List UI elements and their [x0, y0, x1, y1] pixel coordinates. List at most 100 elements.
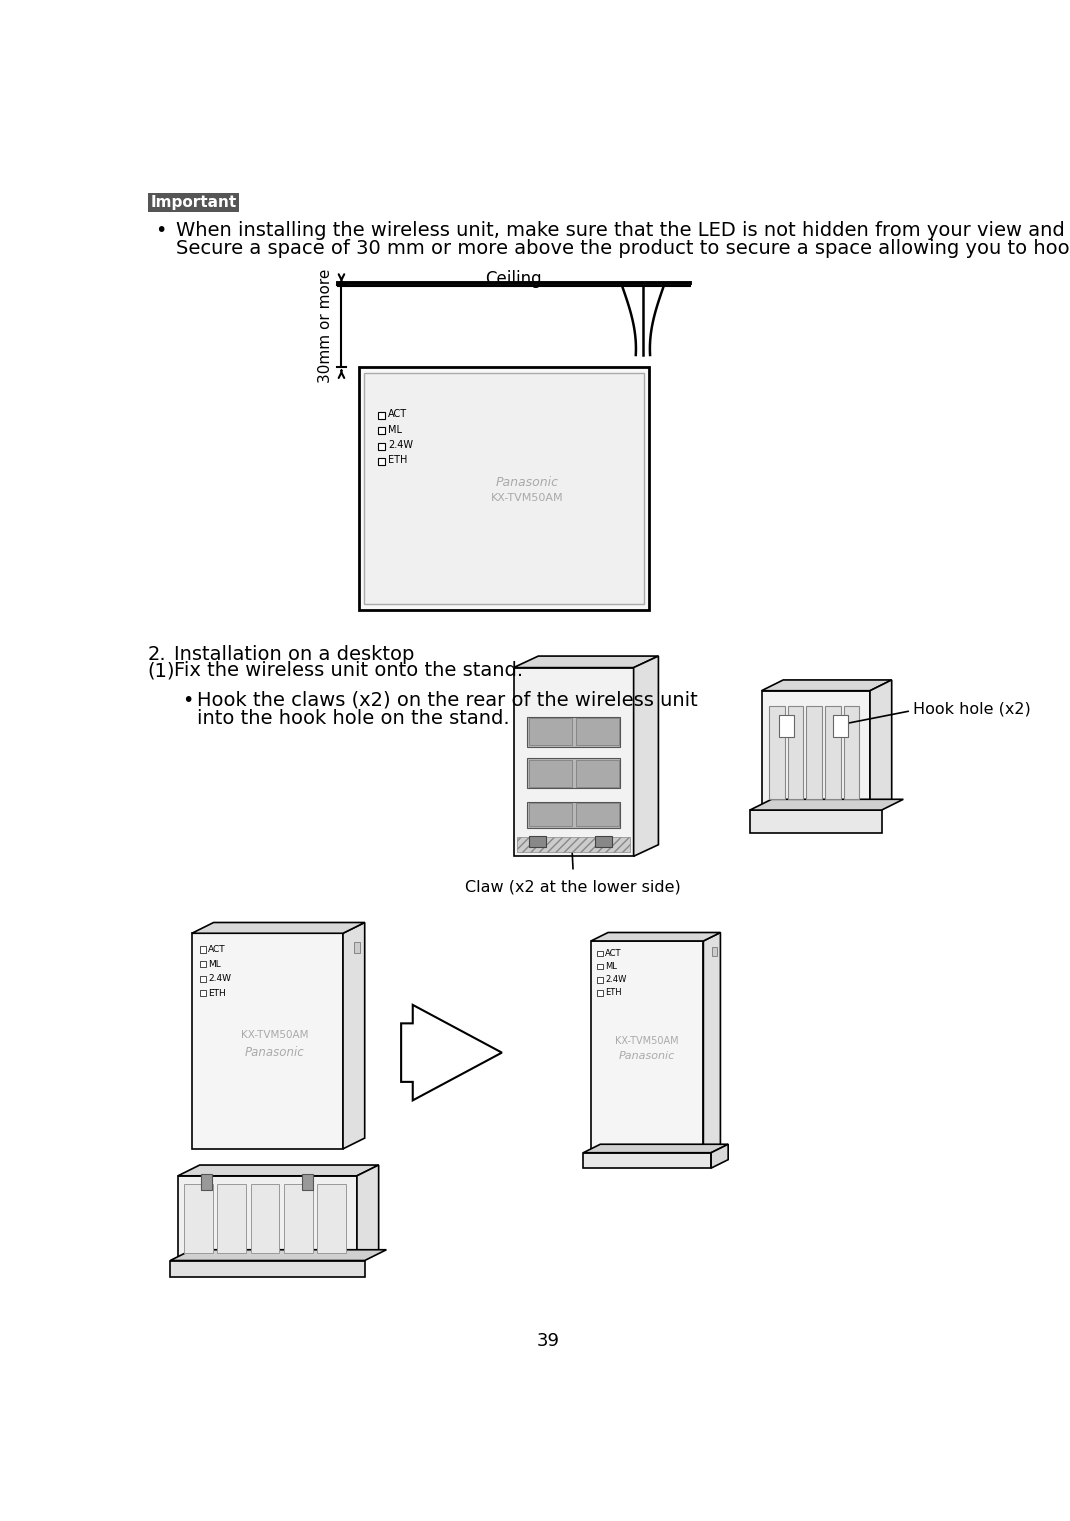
Text: Panasonic: Panasonic	[245, 1046, 305, 1059]
Text: Claw (x2 at the lower side): Claw (x2 at the lower side)	[465, 879, 681, 894]
Text: Hook the claws (x2) on the rear of the wireless unit: Hook the claws (x2) on the rear of the w…	[197, 691, 698, 710]
Text: •: •	[182, 691, 194, 710]
Bar	[529, 759, 572, 786]
Bar	[528, 802, 621, 827]
Bar	[843, 706, 859, 799]
Bar	[378, 443, 385, 450]
Bar	[529, 803, 572, 826]
Bar	[200, 975, 205, 981]
Polygon shape	[633, 656, 658, 856]
Bar	[217, 1183, 246, 1253]
Text: Panasonic: Panasonic	[618, 1051, 675, 1062]
Text: Hook hole (x2): Hook hole (x2)	[914, 701, 1031, 716]
Bar	[576, 718, 618, 745]
Polygon shape	[591, 941, 703, 1153]
Polygon shape	[343, 923, 365, 1148]
Bar	[378, 427, 385, 435]
Bar	[779, 715, 794, 736]
Polygon shape	[514, 668, 633, 856]
Polygon shape	[762, 691, 870, 814]
Text: (1): (1)	[148, 662, 175, 680]
Bar	[285, 1183, 312, 1253]
Text: ACT: ACT	[388, 409, 407, 420]
Polygon shape	[170, 1250, 386, 1261]
Polygon shape	[583, 1144, 729, 1153]
Text: ML: ML	[388, 424, 402, 435]
Bar	[832, 715, 849, 736]
Bar	[318, 1183, 346, 1253]
Text: ML: ML	[209, 960, 220, 969]
Text: ETH: ETH	[209, 989, 226, 998]
Text: 2.4W: 2.4W	[605, 975, 626, 984]
Polygon shape	[712, 1144, 729, 1168]
Bar	[170, 1261, 365, 1278]
Bar	[200, 946, 205, 952]
Bar	[769, 706, 784, 799]
Bar	[788, 706, 804, 799]
Bar	[184, 1183, 213, 1253]
Text: ACT: ACT	[605, 949, 622, 958]
Text: Secure a space of 30 mm or more above the product to secure a space allowing you: Secure a space of 30 mm or more above th…	[177, 239, 1070, 259]
Text: 2.4W: 2.4W	[388, 440, 413, 450]
Bar	[807, 706, 822, 799]
Bar	[825, 706, 841, 799]
Text: KX-TVM50AM: KX-TVM50AM	[615, 1036, 678, 1046]
Polygon shape	[192, 934, 343, 1148]
Bar	[529, 837, 546, 847]
Bar	[528, 716, 621, 747]
Bar	[364, 373, 644, 604]
Polygon shape	[514, 656, 658, 668]
Polygon shape	[870, 680, 891, 814]
Bar	[583, 1153, 712, 1168]
Bar	[250, 1183, 279, 1253]
Bar	[576, 759, 618, 786]
Text: Panasonic: Panasonic	[495, 476, 559, 488]
Text: KX-TVM50AM: KX-TVM50AM	[241, 1030, 308, 1040]
Bar	[378, 412, 385, 418]
Text: ETH: ETH	[388, 455, 408, 465]
Polygon shape	[703, 932, 720, 1153]
Text: 2.: 2.	[148, 645, 166, 663]
Bar	[576, 803, 618, 826]
Bar	[597, 951, 602, 957]
Text: Installation on a desktop: Installation on a desktop	[174, 645, 414, 663]
Bar	[354, 941, 360, 952]
Bar	[597, 976, 602, 983]
Bar	[378, 458, 385, 465]
Polygon shape	[401, 1005, 502, 1100]
Bar	[518, 837, 630, 852]
Bar	[597, 990, 602, 996]
Polygon shape	[192, 923, 365, 934]
Polygon shape	[750, 800, 903, 811]
Text: 30mm or more: 30mm or more	[319, 269, 334, 383]
Bar	[302, 1174, 312, 1189]
Text: 39: 39	[537, 1332, 560, 1351]
Polygon shape	[762, 680, 891, 691]
Text: Ceiling: Ceiling	[485, 269, 541, 287]
Text: KX-TVM50AM: KX-TVM50AM	[491, 493, 564, 503]
Bar	[595, 837, 612, 847]
Text: ETH: ETH	[605, 989, 622, 998]
Bar	[358, 367, 649, 610]
Bar	[528, 757, 621, 788]
Text: ACT: ACT	[209, 945, 226, 954]
Text: Important: Important	[150, 195, 236, 210]
Polygon shape	[591, 932, 720, 941]
Bar	[201, 1174, 212, 1189]
Bar	[200, 990, 205, 996]
Bar	[750, 811, 882, 834]
Bar	[200, 961, 205, 967]
Polygon shape	[178, 1165, 379, 1176]
Text: Fix the wireless unit onto the stand.: Fix the wireless unit onto the stand.	[174, 662, 523, 680]
Text: ML: ML	[605, 963, 616, 972]
Text: into the hook hole on the stand.: into the hook hole on the stand.	[197, 709, 510, 729]
Bar	[597, 964, 602, 969]
Bar	[712, 948, 717, 957]
Text: 2.4W: 2.4W	[209, 973, 231, 983]
Text: When installing the wireless unit, make sure that the LED is not hidden from you: When installing the wireless unit, make …	[177, 221, 1070, 240]
Bar	[148, 193, 240, 211]
Bar	[178, 1176, 357, 1261]
Bar	[529, 718, 572, 745]
Text: •: •	[155, 221, 167, 240]
Polygon shape	[357, 1165, 379, 1261]
